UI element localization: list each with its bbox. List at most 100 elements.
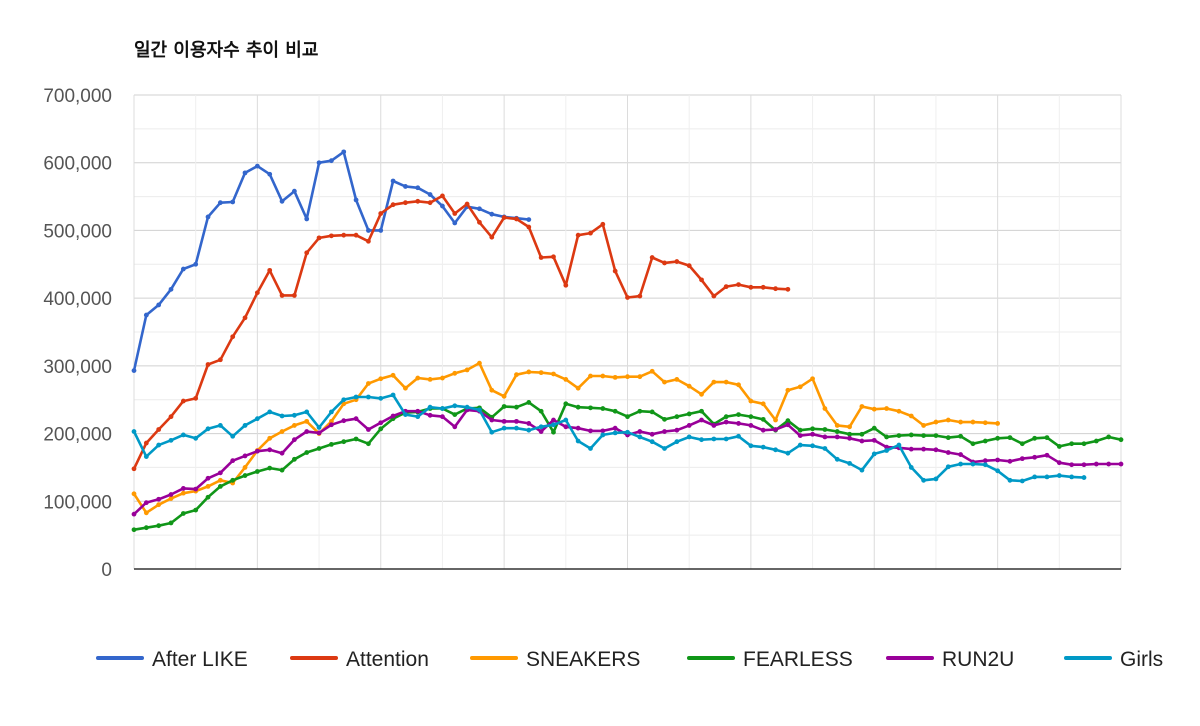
data-point-sneakers [452, 370, 458, 376]
data-point-fearless [304, 450, 310, 455]
data-point-run2u [440, 414, 445, 420]
data-point-attention [353, 232, 359, 238]
data-point-sneakers [711, 379, 717, 385]
data-point-after-like [131, 368, 137, 373]
data-point-run2u [427, 412, 433, 418]
data-point-girls [1044, 474, 1050, 480]
data-point-girls [908, 465, 914, 470]
data-point-sneakers [205, 483, 211, 489]
data-point-fearless [674, 414, 680, 420]
data-point-fearless [908, 432, 914, 438]
data-point-attention [143, 440, 149, 446]
data-point-fearless [316, 446, 322, 451]
data-point-girls [489, 429, 495, 435]
data-point-fearless [526, 400, 532, 405]
data-point-attention [723, 284, 729, 290]
data-point-girls [1007, 477, 1013, 483]
data-point-attention [205, 362, 211, 367]
legend-label: After LIKE [152, 648, 248, 671]
data-point-run2u [131, 511, 137, 517]
data-point-fearless [1007, 435, 1013, 441]
data-point-attention [477, 219, 482, 225]
data-point-girls [600, 432, 606, 438]
data-point-girls [563, 417, 569, 423]
data-point-girls [970, 461, 976, 467]
data-point-after-like [341, 149, 347, 155]
data-point-attention [403, 200, 408, 206]
data-point-fearless [1019, 441, 1025, 447]
data-point-sneakers [242, 465, 248, 470]
data-point-fearless [625, 414, 630, 420]
data-point-run2u [180, 486, 186, 491]
data-point-sneakers [588, 373, 593, 379]
data-point-fearless [884, 434, 889, 440]
data-point-run2u [612, 425, 618, 431]
data-point-girls [341, 397, 347, 403]
data-point-fearless [366, 441, 371, 447]
data-point-sneakers [501, 393, 507, 399]
data-point-run2u [649, 431, 655, 437]
data-point-run2u [501, 418, 507, 424]
data-point-attention [452, 211, 458, 216]
data-point-run2u [674, 427, 680, 433]
data-point-run2u [1056, 460, 1062, 466]
data-point-fearless [267, 465, 273, 471]
series-sneakers [131, 360, 1001, 516]
data-point-attention [736, 282, 741, 287]
data-point-sneakers [612, 374, 618, 380]
data-point-attention [563, 282, 569, 288]
data-point-fearless [514, 404, 519, 410]
data-point-run2u [834, 434, 840, 440]
data-point-attention [489, 234, 495, 240]
data-point-run2u [1044, 452, 1050, 458]
data-point-attention [378, 211, 384, 216]
data-point-sneakers [526, 369, 532, 375]
data-point-sneakers [279, 429, 285, 434]
data-point-run2u [538, 429, 544, 434]
data-point-attention [662, 260, 667, 266]
data-point-girls [859, 467, 865, 473]
data-point-fearless [588, 405, 593, 411]
data-point-girls [464, 404, 470, 410]
data-point-after-like [143, 312, 149, 318]
data-point-sneakers [131, 491, 137, 497]
data-point-attention [600, 221, 606, 227]
data-point-girls [514, 425, 519, 431]
data-point-attention [440, 193, 445, 199]
data-point-girls [329, 409, 334, 415]
data-point-sneakers [736, 382, 741, 388]
data-point-sneakers [291, 423, 297, 428]
data-point-sneakers [908, 413, 914, 419]
data-point-after-like [279, 198, 285, 204]
data-point-sneakers [896, 408, 902, 414]
data-point-fearless [254, 469, 260, 474]
data-point-girls [773, 447, 778, 453]
data-point-girls [538, 424, 544, 430]
data-point-after-like [217, 200, 223, 206]
data-point-girls [1032, 474, 1038, 480]
data-point-attention [230, 334, 236, 340]
data-point-girls [366, 394, 371, 400]
data-point-run2u [267, 447, 273, 453]
data-point-after-like [477, 206, 482, 212]
data-point-run2u [1118, 461, 1124, 467]
data-point-after-like [254, 163, 260, 169]
data-point-run2u [205, 475, 211, 481]
data-point-after-like [230, 199, 236, 205]
data-point-sneakers [180, 490, 186, 496]
data-point-attention [279, 293, 285, 298]
y-tick-label: 100,000 [43, 492, 112, 513]
data-point-run2u [871, 437, 877, 443]
data-point-run2u [1069, 462, 1075, 468]
data-point-fearless [612, 408, 618, 414]
data-point-attention [304, 250, 310, 256]
legend-item: RUN2U [886, 648, 1014, 671]
data-point-fearless [1118, 437, 1124, 443]
data-point-fearless [945, 435, 951, 441]
data-point-girls [526, 427, 532, 433]
data-point-attention [193, 395, 199, 401]
data-point-sneakers [871, 406, 877, 412]
data-point-run2u [785, 422, 791, 428]
data-point-run2u [1032, 454, 1038, 460]
